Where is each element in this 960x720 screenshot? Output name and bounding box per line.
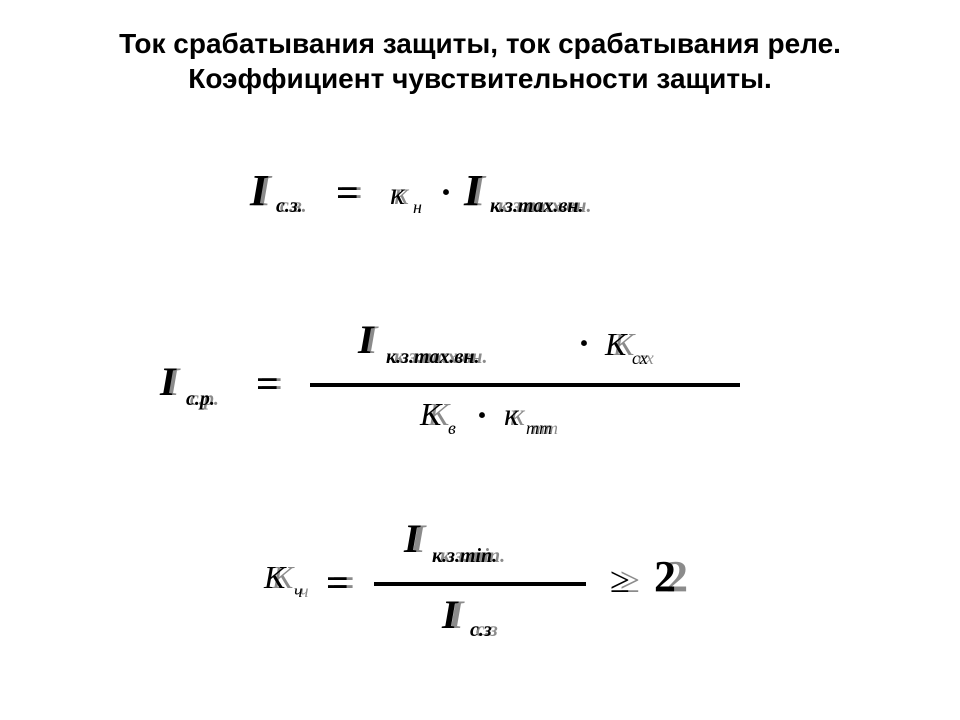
eq3-two: 2 bbox=[654, 551, 676, 602]
eq1-kn: к bbox=[390, 175, 405, 212]
eq3-Ksub: ч bbox=[294, 581, 303, 602]
eq2-den-dot: · bbox=[476, 394, 488, 436]
eq2-num-Isub: к.з.max.вн. bbox=[386, 346, 480, 369]
eq2-num-dot: · bbox=[578, 322, 590, 364]
title-line-2: Коэффициент чувствительности защиты. bbox=[0, 61, 960, 96]
eq2-den-Ksub: в bbox=[448, 418, 456, 439]
eq2-Isub: с.р. bbox=[186, 388, 215, 411]
eq1-Isub: с.з. bbox=[276, 195, 303, 218]
page: Ток срабатывания защиты, ток срабатывани… bbox=[0, 0, 960, 720]
page-title: Ток срабатывания защиты, ток срабатывани… bbox=[0, 26, 960, 96]
eq1-dot: · bbox=[440, 171, 452, 213]
eq3-num-Isub: к.з.min. bbox=[432, 545, 497, 568]
eq2-den-k2: к bbox=[504, 396, 519, 433]
eq2-num-K: К bbox=[605, 326, 626, 363]
eq2-I: I bbox=[160, 358, 176, 405]
eq2-eq: = bbox=[256, 360, 279, 407]
eq3-den-I: I bbox=[442, 591, 458, 638]
eq1-kn-sub: н bbox=[413, 197, 422, 218]
equation-3: K К ч ч = = I I к.з.тіп. к.з.min. I I с.… bbox=[260, 515, 720, 645]
eq3-fraction-line bbox=[374, 582, 586, 586]
eq3-ge: ≥ bbox=[610, 559, 630, 601]
eq1-I2sub: к.з.max.вн. bbox=[490, 195, 584, 218]
eq2-num-I: I bbox=[358, 316, 374, 363]
equation-1: I I с.з. с.з. = = к к н · I I к.з.тах.вн… bbox=[250, 165, 750, 245]
eq3-eq: = bbox=[326, 559, 349, 606]
eq1-I2: I bbox=[464, 165, 481, 216]
eq2-den-K: К bbox=[420, 396, 441, 433]
eq2-den-k2sub: тт bbox=[526, 418, 552, 439]
eq3-K: К bbox=[264, 559, 285, 596]
title-line-1: Ток срабатывания защиты, ток срабатывани… bbox=[0, 26, 960, 61]
eq1-I: I bbox=[250, 165, 267, 216]
equation-2: I I с.р. с.р. = = I I к.з.тах.вн. к.з.ma… bbox=[160, 310, 800, 460]
eq2-fraction-line bbox=[310, 383, 740, 387]
eq1-eq: = bbox=[336, 169, 359, 216]
eq3-num-I: I bbox=[404, 515, 420, 562]
eq3-den-Isub: с.з bbox=[470, 619, 492, 642]
eq2-num-Ksub: сх bbox=[632, 348, 648, 369]
